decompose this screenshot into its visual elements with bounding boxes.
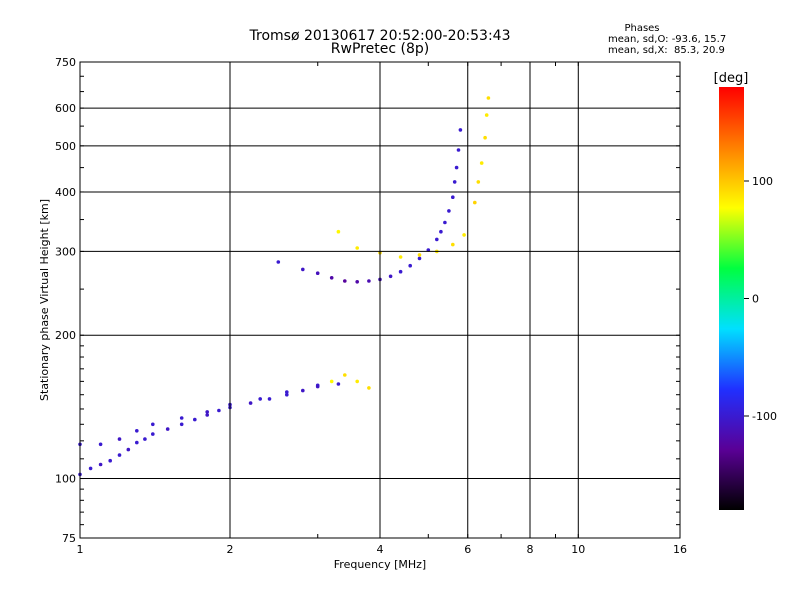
phases-line-o: mean, sd,O: -93.6, 15.7 xyxy=(608,34,726,45)
plot-frame xyxy=(79,61,681,539)
data-point xyxy=(267,397,272,401)
data-point xyxy=(336,229,341,234)
data-point xyxy=(343,279,347,283)
data-point xyxy=(486,96,491,100)
data-point xyxy=(315,271,320,276)
data-point xyxy=(343,373,347,377)
data-point xyxy=(451,195,455,199)
colorbar-tick-label: 0 xyxy=(752,293,759,306)
data-point xyxy=(447,209,451,213)
data-point xyxy=(476,180,481,184)
x-tick-label: 1 xyxy=(77,543,84,556)
data-point xyxy=(143,437,147,441)
data-point xyxy=(408,263,413,268)
data-point xyxy=(179,416,184,420)
data-point xyxy=(367,386,371,390)
data-point xyxy=(417,256,422,261)
data-point xyxy=(473,200,477,205)
scatter-points xyxy=(78,96,491,477)
y-tick-labels: 75 100 200 300 400 500 600 750 xyxy=(55,56,76,545)
data-point xyxy=(285,390,289,394)
data-point xyxy=(315,384,320,389)
data-point xyxy=(483,135,487,140)
phases-heading: Phases xyxy=(624,23,659,34)
data-point xyxy=(454,165,459,170)
data-point xyxy=(355,280,360,284)
colorbar-ticks: 100 0 -100 xyxy=(744,175,777,423)
data-point xyxy=(443,220,447,225)
colorbar-tick-label: 100 xyxy=(752,175,773,188)
data-point xyxy=(451,242,455,247)
data-point xyxy=(126,447,131,452)
data-point xyxy=(135,429,139,433)
x-tick-label: 16 xyxy=(673,543,687,556)
x-tick-label: 4 xyxy=(377,543,384,556)
x-tick-label: 8 xyxy=(527,543,534,556)
y-tick-label: 300 xyxy=(55,245,76,258)
data-point xyxy=(193,417,197,422)
y-tick-label: 100 xyxy=(55,473,76,486)
data-point xyxy=(205,410,209,414)
data-point xyxy=(151,432,155,436)
colorbar-label: [deg] xyxy=(714,71,749,86)
data-point xyxy=(388,274,393,279)
data-point xyxy=(135,440,139,445)
data-point xyxy=(165,427,170,431)
y-tick-label: 750 xyxy=(55,56,76,69)
x-tick-label: 10 xyxy=(571,543,585,556)
data-point xyxy=(117,437,122,441)
phases-line-x: mean, sd,X: 85.3, 20.9 xyxy=(608,45,725,56)
data-point xyxy=(276,260,281,264)
chart-title-line2: RwPretec (8p) xyxy=(331,41,429,57)
y-axis-label: Stationary phase Virtual Height [km] xyxy=(38,199,51,401)
data-point xyxy=(398,269,403,274)
data-point xyxy=(258,397,263,401)
data-point xyxy=(301,267,305,272)
data-point xyxy=(217,408,221,413)
data-point xyxy=(398,255,403,259)
data-point xyxy=(329,379,334,384)
data-point xyxy=(301,388,305,393)
y-tick-label: 600 xyxy=(55,102,76,115)
grid-lines xyxy=(80,62,680,538)
data-point xyxy=(456,148,461,152)
data-point xyxy=(355,246,360,250)
data-point xyxy=(88,466,93,471)
data-point xyxy=(426,248,431,252)
x-axis-label: Frequency [MHz] xyxy=(334,558,426,571)
data-point xyxy=(367,279,371,283)
data-point xyxy=(117,453,122,457)
data-point xyxy=(462,233,466,237)
data-point xyxy=(458,128,463,132)
data-point xyxy=(205,413,209,417)
colorbar-tick-label: -100 xyxy=(752,410,777,423)
data-point xyxy=(452,180,457,184)
data-point xyxy=(336,382,341,386)
colorbar xyxy=(719,87,744,510)
data-point xyxy=(439,229,443,234)
chart-title-line1: Tromsø 20130617 20:52:00-20:53:43 xyxy=(249,28,511,44)
data-point xyxy=(417,253,422,257)
data-point xyxy=(285,392,289,397)
y-tick-label: 75 xyxy=(62,532,76,545)
data-point xyxy=(179,422,184,427)
data-point xyxy=(108,458,112,463)
data-point xyxy=(151,422,155,427)
data-point xyxy=(98,462,103,467)
y-tick-label: 200 xyxy=(55,329,76,342)
data-point xyxy=(248,401,253,405)
data-point xyxy=(98,442,103,447)
x-tick-label: 6 xyxy=(464,543,471,556)
data-point xyxy=(479,161,484,165)
x-tick-labels: 1 2 4 6 8 10 16 xyxy=(77,543,688,556)
data-point xyxy=(484,113,489,117)
data-point xyxy=(329,276,334,280)
x-tick-label: 2 xyxy=(227,543,234,556)
data-point xyxy=(355,379,360,384)
y-tick-label: 400 xyxy=(55,186,76,199)
y-tick-label: 500 xyxy=(55,140,76,153)
data-point xyxy=(435,237,439,242)
